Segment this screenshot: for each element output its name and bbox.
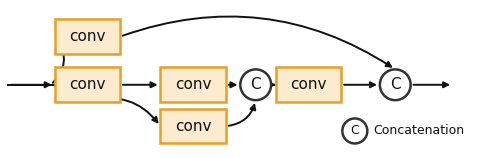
Text: Concatenation: Concatenation bbox=[373, 125, 464, 137]
Circle shape bbox=[241, 69, 271, 100]
FancyBboxPatch shape bbox=[161, 67, 226, 102]
FancyBboxPatch shape bbox=[54, 19, 120, 54]
Text: C: C bbox=[250, 77, 261, 92]
Text: C: C bbox=[350, 125, 359, 137]
Text: C: C bbox=[390, 77, 401, 92]
Circle shape bbox=[380, 69, 411, 100]
FancyBboxPatch shape bbox=[276, 67, 341, 102]
Text: conv: conv bbox=[175, 119, 212, 134]
Text: conv: conv bbox=[69, 29, 106, 44]
FancyBboxPatch shape bbox=[54, 67, 120, 102]
Circle shape bbox=[342, 118, 367, 143]
FancyBboxPatch shape bbox=[161, 109, 226, 143]
Text: conv: conv bbox=[290, 77, 327, 92]
Text: conv: conv bbox=[175, 77, 212, 92]
Text: conv: conv bbox=[69, 77, 106, 92]
